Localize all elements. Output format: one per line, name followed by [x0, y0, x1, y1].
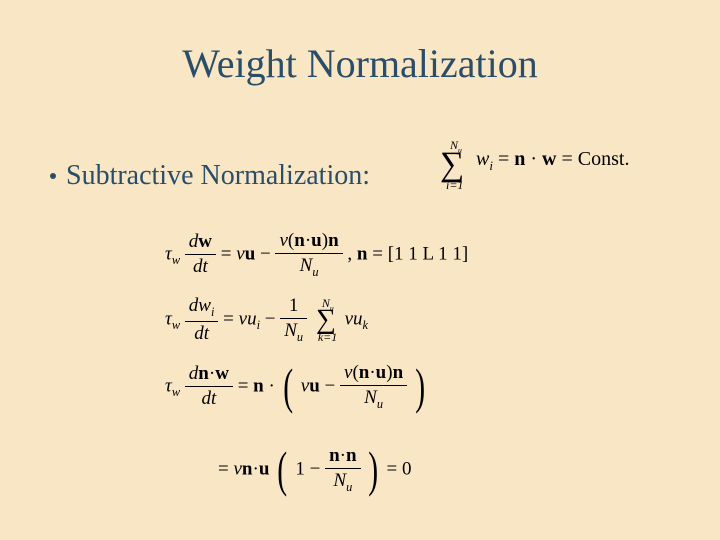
- equation-dnw-dt: τw dn·w dt = n · ( vu − v(n·u)n Nu ): [165, 362, 428, 412]
- bullet-item: Subtractive Normalization:: [50, 160, 370, 192]
- bullet-dot-icon: [50, 173, 56, 179]
- equation-dw-dt: τw dw dt = vu − v(n·u)n Nu , n = [1 1 L …: [165, 230, 468, 280]
- equation-dwi-dt: τw dwi dt = vui − 1 Nu Nu ∑ k=1 vuk: [165, 295, 368, 345]
- equation-result: = vn·u ( 1 − n·n Nu ) = 0: [218, 445, 411, 495]
- equation-sum-const: Nu ∑ i=1 wi = n · w = Const.: [440, 148, 629, 174]
- bullet-label: Subtractive Normalization:: [66, 160, 370, 192]
- slide-title: Weight Normalization: [0, 40, 720, 87]
